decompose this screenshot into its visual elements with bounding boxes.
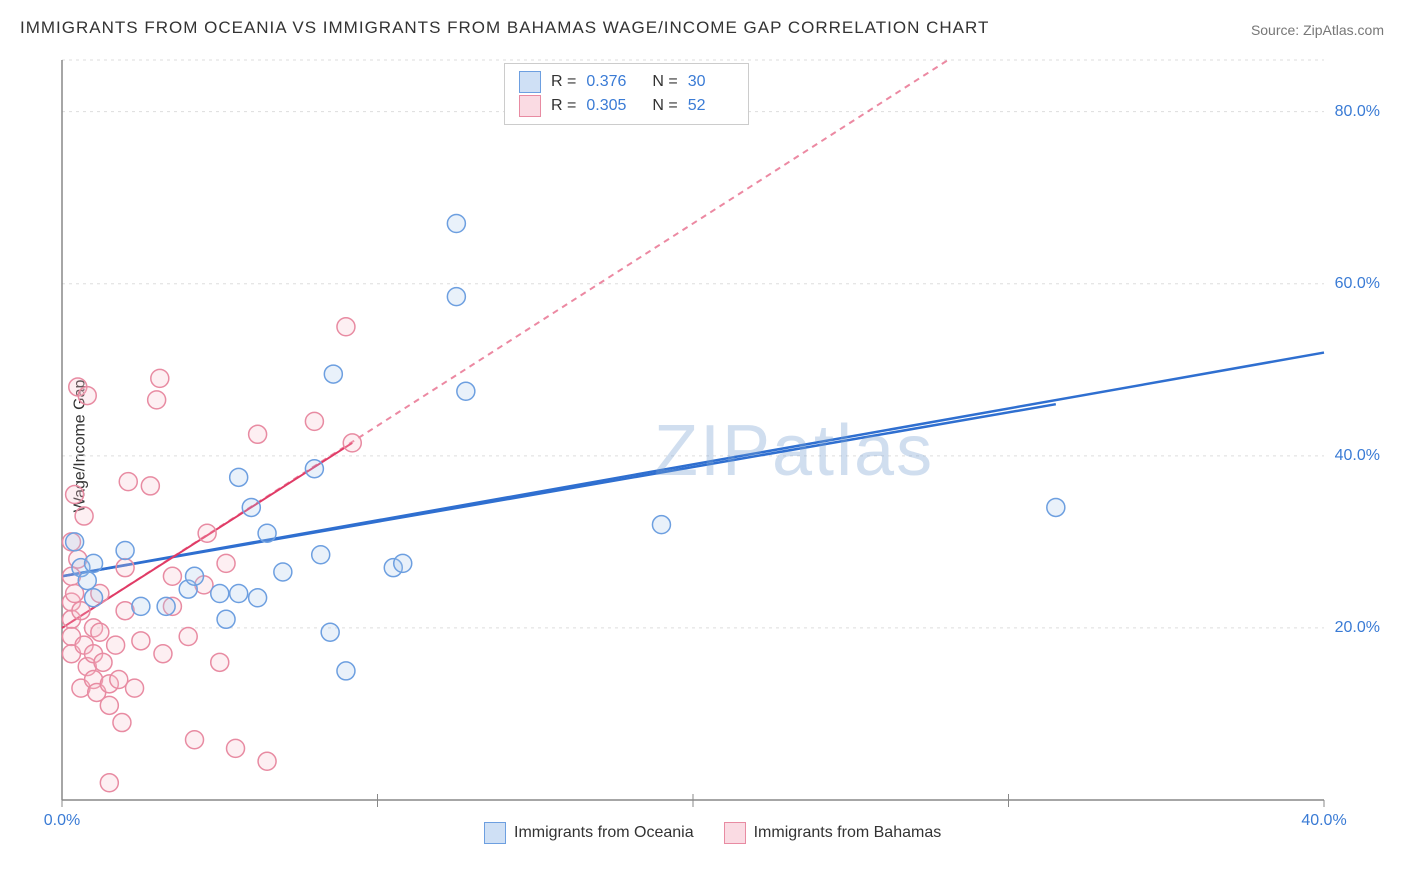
y-tick-label: 80.0% (1335, 103, 1380, 121)
plot-area: ZIPatlas R =0.376N =30R =0.305N =52 Immi… (54, 50, 1384, 842)
y-tick-label: 20.0% (1335, 619, 1380, 637)
r-value: 0.376 (586, 70, 632, 94)
legend-item-bahamas: Immigrants from Bahamas (724, 822, 942, 844)
source-label: Source: ZipAtlas.com (1251, 22, 1384, 38)
legend-swatch (484, 822, 506, 844)
n-value: 52 (688, 94, 734, 118)
x-tick-label: 0.0% (44, 812, 80, 830)
legend-row-oceania: R = 0.376 N = 30 (519, 70, 734, 94)
y-tick-label: 40.0% (1335, 447, 1380, 465)
correlation-legend: R = 0.376 N = 30 R = 0.305 N = 52 (504, 63, 749, 125)
n-label: N = (652, 70, 677, 94)
legend-item-oceania: Immigrants from Oceania (484, 822, 694, 844)
legend-swatch (724, 822, 746, 844)
r-value: 0.305 (586, 94, 632, 118)
n-label: N = (652, 94, 677, 118)
x-tick-label: 40.0% (1301, 812, 1346, 830)
legend-swatch (519, 95, 541, 117)
legend-swatch (519, 71, 541, 93)
y-tick-label: 60.0% (1335, 275, 1380, 293)
r-label: R = (551, 94, 576, 118)
n-value: 30 (688, 70, 734, 94)
chart-title: IMMIGRANTS FROM OCEANIA VS IMMIGRANTS FR… (20, 18, 989, 38)
scatter-chart (54, 50, 1384, 842)
r-label: R = (551, 70, 576, 94)
legend-label: Immigrants from Oceania (514, 824, 694, 842)
series-legend: Immigrants from Oceania Immigrants from B… (484, 822, 941, 844)
legend-label: Immigrants from Bahamas (754, 824, 942, 842)
legend-row-bahamas: R = 0.305 N = 52 (519, 94, 734, 118)
